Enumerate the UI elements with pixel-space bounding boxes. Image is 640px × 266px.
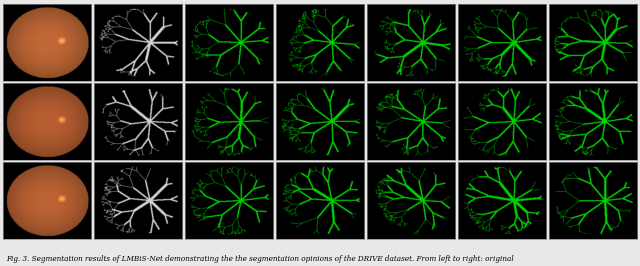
Text: Fig. 3. Segmentation results of LMBiS-Net demonstrating the the segmentation opi: Fig. 3. Segmentation results of LMBiS-Ne… <box>6 255 514 263</box>
